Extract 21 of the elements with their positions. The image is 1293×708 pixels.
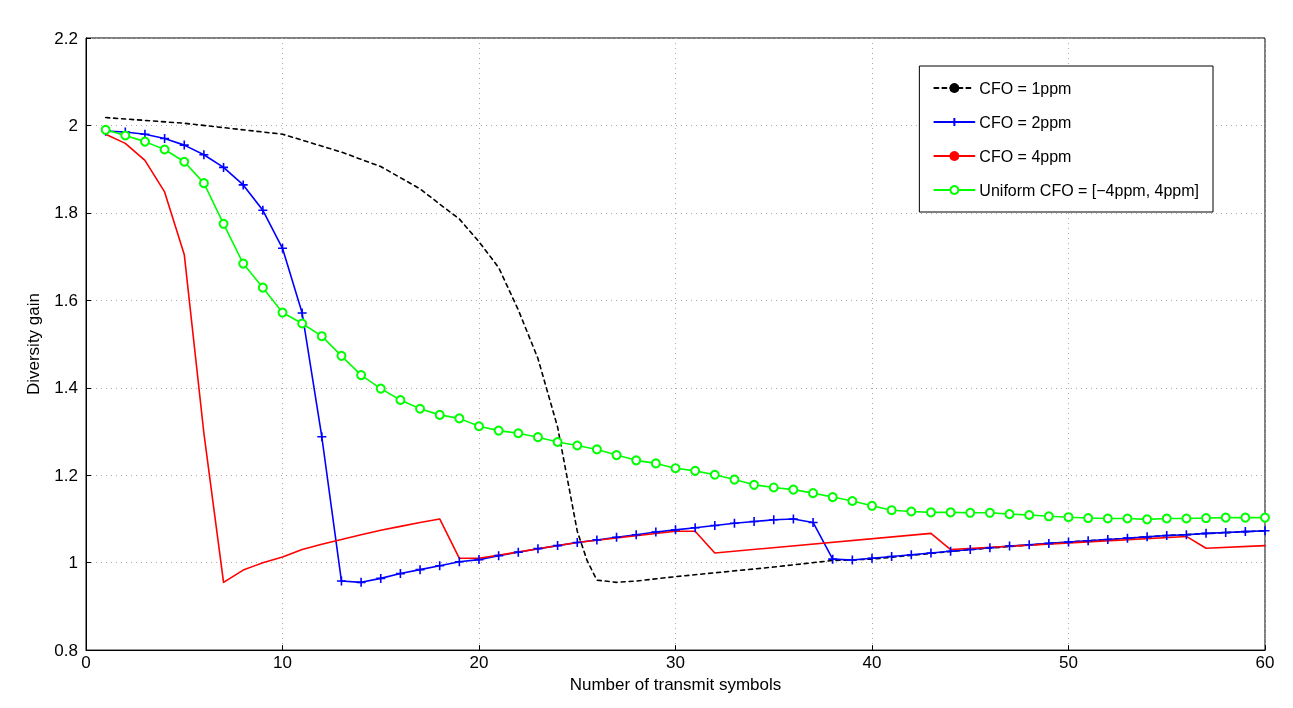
y-tick-label: 1.8 [54,203,78,223]
y-tick-label: 2.2 [54,28,78,48]
y-tick-label: 1.4 [54,378,78,398]
legend-label: CFO = 2ppm [979,113,1072,131]
x-tick-label: 50 [1059,653,1078,673]
y-tick-label: 1.2 [54,465,78,485]
y-tick-label: 0.8 [54,640,78,660]
legend-label: Uniform CFO = [−4ppm, 4ppm] [979,181,1200,199]
x-tick-label: 40 [862,653,882,673]
y-tick-label: 1 [68,553,78,573]
x-tick-label: 0 [81,653,91,673]
legend-label: CFO = 4ppm [979,147,1072,165]
x-tick-label: 60 [1255,653,1275,673]
x-tick-label: 10 [273,653,292,673]
y-axis-title: Diversity gain [24,293,43,396]
y-tick-label: 1.6 [54,290,78,310]
y-tick-label: 2 [68,115,78,135]
legend-label: CFO = 1ppm [979,79,1072,97]
x-tick-label: 30 [666,653,685,673]
x-axis-title: Number of transmit symbols [569,675,782,694]
x-tick-label: 20 [469,653,489,673]
